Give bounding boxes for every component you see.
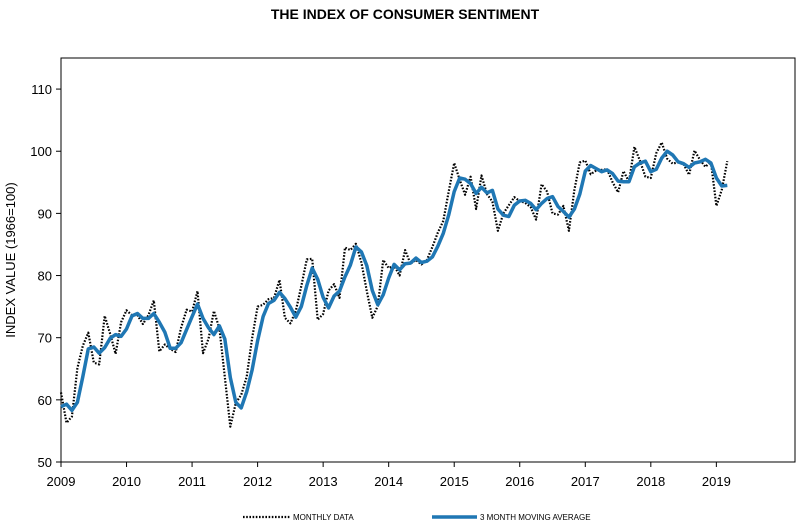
y-axis-label: INDEX VALUE (1966=100) [3,182,18,337]
moving-average-line [60,149,728,413]
y-tick-label: 100 [30,144,52,159]
x-tick-label: 2013 [309,474,338,489]
y-tick-label: 80 [38,269,52,284]
x-tick-label: 2011 [178,474,206,489]
x-tick-label: 2017 [571,474,600,489]
x-tick-label: 2012 [243,474,272,489]
x-tick-label: 2010 [112,474,141,489]
y-tick-label: 60 [38,393,52,408]
x-tick-label: 2019 [702,474,731,489]
x-tick-label: 2014 [374,474,403,489]
x-tick-label: 2018 [636,474,665,489]
y-tick-label: 50 [38,455,52,470]
legend-label: 3 MONTH MOVING AVERAGE [480,513,591,522]
x-tick-label: 2009 [47,474,76,489]
chart-title: THE INDEX OF CONSUMER SENTIMENT [270,6,540,22]
legend-label: MONTHLY DATA [293,513,354,522]
plot-frame [60,57,796,463]
y-tick-label: 110 [31,82,52,97]
y-tick-label: 70 [38,331,52,346]
x-tick-label: 2015 [440,474,469,489]
monthly-data-line [59,141,729,428]
y-tick-label: 90 [38,206,52,221]
x-tick-label: 2016 [505,474,534,489]
